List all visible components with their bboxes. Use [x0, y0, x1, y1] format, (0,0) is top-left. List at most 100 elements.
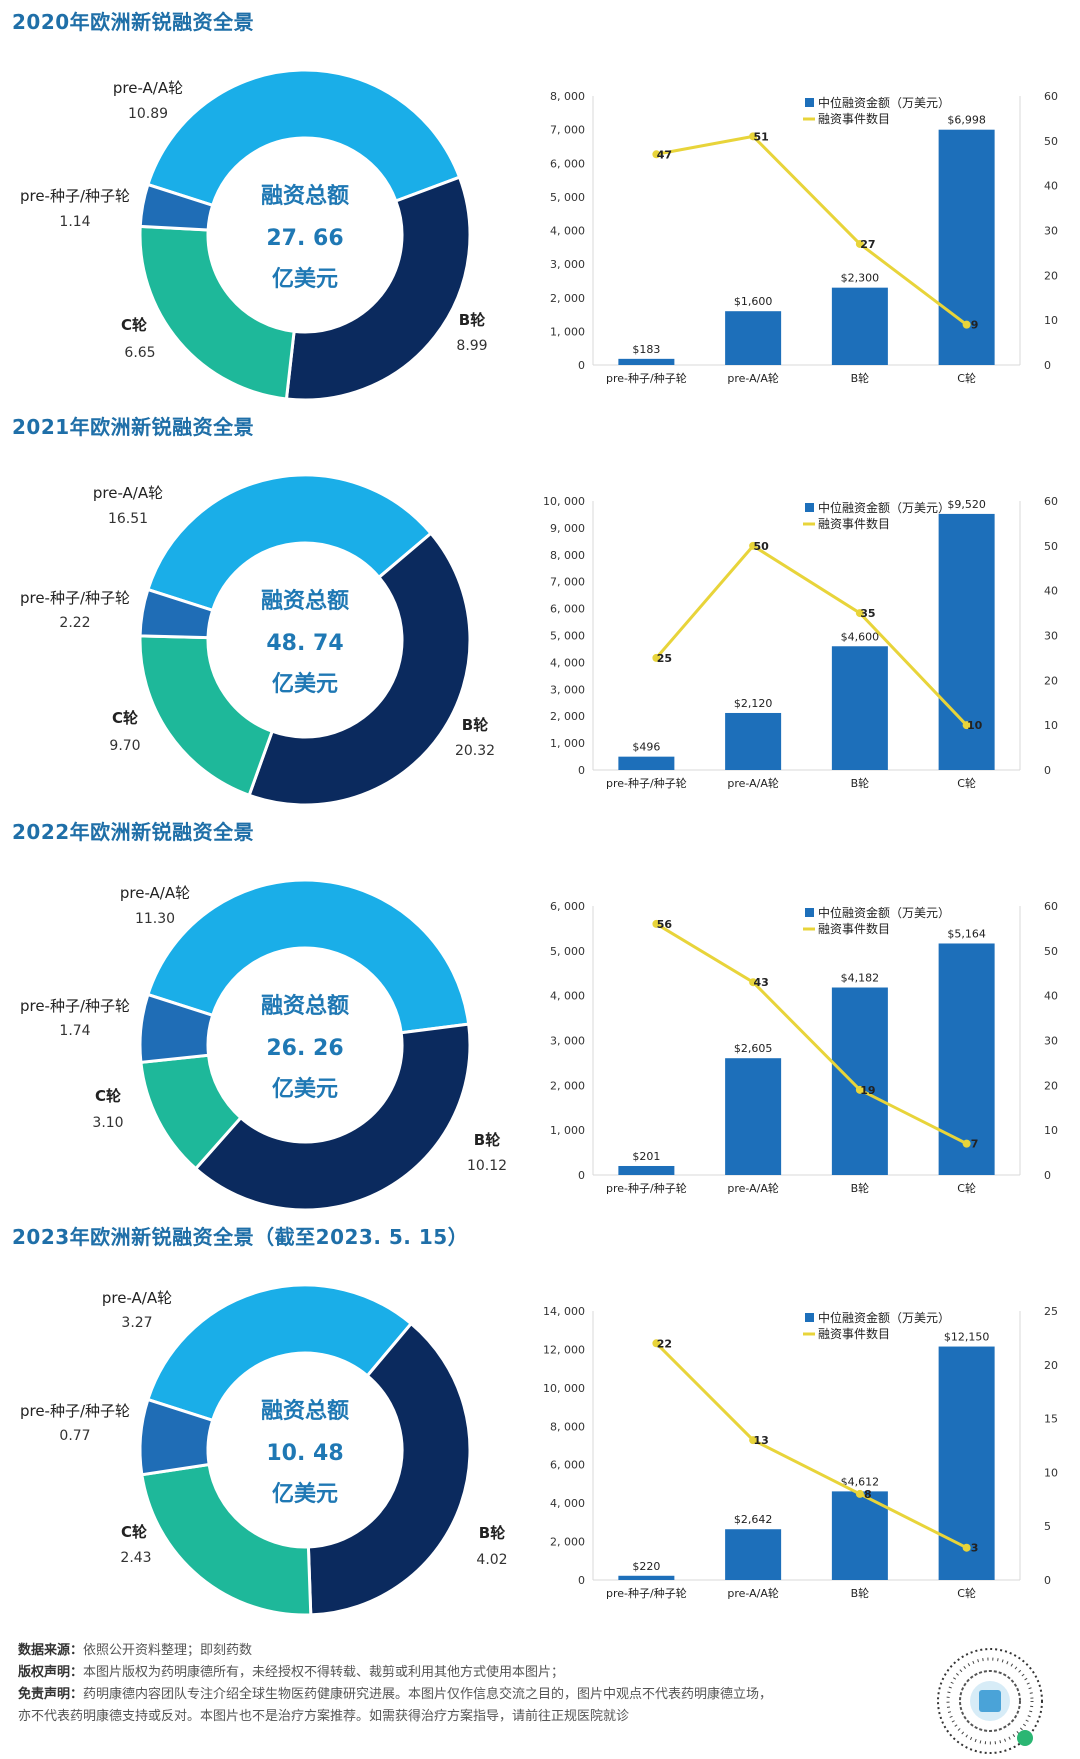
donut-label-value: 8.99	[456, 338, 487, 354]
legend-bar-swatch	[805, 908, 814, 917]
y2-tick-label: 20	[1044, 1359, 1058, 1372]
y-tick-label: 7, 000	[550, 124, 585, 137]
y2-tick-label: 60	[1044, 495, 1058, 508]
bar-data-label: $2,605	[734, 1042, 773, 1055]
donut-label-name: B轮	[479, 1524, 505, 1542]
y2-tick-label: 15	[1044, 1413, 1058, 1426]
line-point	[749, 132, 758, 141]
x-tick-label: pre-A/A轮	[727, 1586, 779, 1600]
y2-tick-label: 40	[1044, 990, 1058, 1003]
donut-label-value: 1.14	[59, 214, 90, 230]
y2-tick-label: 25	[1044, 1305, 1058, 1318]
line-point	[962, 1139, 971, 1148]
y-tick-label: 14, 000	[543, 1305, 585, 1318]
donut-label-value: 3.10	[92, 1115, 123, 1131]
line-data-label: 13	[753, 1434, 768, 1447]
y-tick-label: 1, 000	[550, 1124, 585, 1137]
y-tick-label: 0	[578, 764, 585, 777]
y2-tick-label: 30	[1044, 1035, 1058, 1048]
x-tick-label: pre-种子/种子轮	[606, 776, 687, 790]
line-data-label: 47	[657, 148, 672, 161]
section-title: 2021年欧洲新锐融资全景	[12, 415, 255, 439]
y-tick-label: 2, 000	[550, 710, 585, 723]
donut-label-name: B轮	[474, 1131, 500, 1149]
donut-center-total: 10. 48	[266, 1441, 343, 1466]
section-1: 2020年欧洲新锐融资全景 融资总额 27. 66 亿美元 pre-A/A轮 10.89 B…	[0, 0, 1080, 405]
donut-slice	[138, 224, 296, 401]
y-tick-label: 2, 000	[550, 1079, 585, 1092]
donut-center-title: 融资总额	[261, 183, 349, 209]
donut-slice	[193, 1022, 472, 1212]
line-data-label: 25	[657, 652, 672, 665]
bar-data-label: $220	[632, 1560, 660, 1573]
y-tick-label: 4, 000	[550, 1497, 585, 1510]
bar	[725, 311, 782, 365]
donut-center-unit: 亿美元	[272, 266, 338, 292]
section-charts: 融资总额 27. 66 亿美元 pre-A/A轮 10.89 B轮 8.99 C轮 6.65 pr…	[20, 68, 1058, 402]
legend-bar-label: 中位融资金额（万美元）	[818, 500, 950, 515]
donut-label-name: pre-A/A轮	[102, 1289, 172, 1307]
y2-tick-label: 40	[1044, 585, 1058, 598]
line-point	[855, 239, 864, 248]
x-tick-label: C轮	[957, 371, 976, 385]
line-data-label: 50	[753, 540, 769, 553]
donut-slice	[140, 1462, 313, 1617]
bar	[618, 358, 675, 365]
y-tick-label: 0	[578, 1574, 585, 1587]
y2-tick-label: 10	[1044, 314, 1058, 327]
y2-tick-label: 50	[1044, 945, 1058, 958]
mini-program-qr-icon[interactable]	[935, 1646, 1045, 1756]
donut-label-value: 3.27	[121, 1315, 152, 1331]
donut-slice	[138, 587, 215, 640]
line-point	[652, 150, 661, 159]
line-data-label: 19	[860, 1084, 875, 1097]
donut-slice	[138, 634, 275, 798]
bar-data-label: $2,300	[841, 272, 880, 285]
bar	[938, 1346, 995, 1580]
line-point	[962, 721, 971, 730]
x-tick-label: C轮	[957, 1181, 976, 1195]
bar-data-label: $201	[632, 1150, 660, 1163]
donut-slice	[138, 182, 215, 232]
y-tick-label: 6, 000	[550, 1459, 585, 1472]
donut-label-value: 6.65	[124, 345, 155, 361]
donut-slice	[146, 68, 462, 208]
legend-line-label: 融资事件数目	[818, 516, 890, 531]
bar	[725, 1529, 782, 1580]
x-tick-label: B轮	[851, 776, 870, 790]
donut-label-name: C轮	[112, 709, 138, 727]
bar	[831, 987, 888, 1175]
bar-data-label: $5,164	[947, 927, 986, 940]
y-tick-label: 6, 000	[550, 603, 585, 616]
bar	[831, 287, 888, 365]
line-data-label: 27	[860, 238, 875, 251]
y-tick-label: 5, 000	[550, 191, 585, 204]
legend-line-label: 融资事件数目	[818, 1326, 890, 1341]
donut-center-title: 融资总额	[261, 993, 349, 1019]
donut-label-name: pre-种子/种子轮	[20, 1402, 130, 1420]
y2-tick-label: 0	[1044, 1169, 1051, 1182]
section-charts: 融资总额 26. 26 亿美元 pre-A/A轮 11.30 B轮 10.12 C轮 3.10 p…	[20, 878, 1058, 1212]
y2-tick-label: 10	[1044, 1124, 1058, 1137]
x-tick-label: B轮	[851, 1586, 870, 1600]
y-tick-label: 3, 000	[550, 1035, 585, 1048]
source-line: 数据来源：依照公开资料整理；即刻药数	[18, 1643, 253, 1658]
donut-label-name: B轮	[459, 311, 485, 329]
x-tick-label: B轮	[851, 1181, 870, 1195]
donut-label-name: pre-种子/种子轮	[20, 187, 130, 205]
x-tick-label: pre-A/A轮	[727, 371, 779, 385]
line-data-label: 51	[753, 130, 768, 143]
section-4: 2023年欧洲新锐融资全景（截至2023. 5. 15） 融资总额 10. 48 亿美…	[0, 1215, 1080, 1620]
y-tick-label: 5, 000	[550, 630, 585, 643]
bar	[938, 129, 995, 365]
bar-data-label: $6,998	[947, 114, 986, 127]
bar-data-label: $2,642	[734, 1513, 773, 1526]
donut-label-value: 10.12	[467, 1158, 507, 1174]
donut-center-unit: 亿美元	[272, 1481, 338, 1507]
donut-label-value: 0.77	[59, 1428, 90, 1444]
y2-tick-label: 0	[1044, 764, 1051, 777]
y-tick-label: 3, 000	[550, 258, 585, 271]
y2-tick-label: 30	[1044, 225, 1058, 238]
y2-tick-label: 30	[1044, 630, 1058, 643]
y-tick-label: 2, 000	[550, 292, 585, 305]
